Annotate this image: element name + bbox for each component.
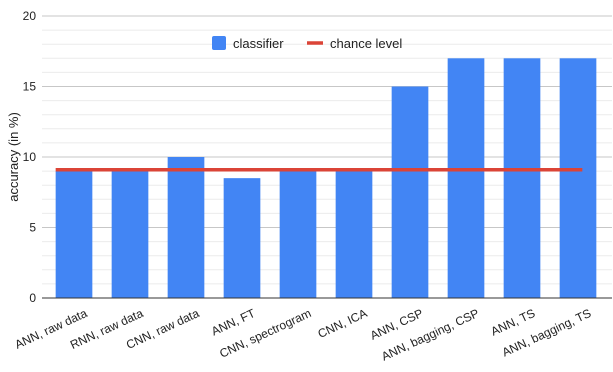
- bar: [279, 171, 317, 298]
- y-tick-label: 10: [23, 150, 37, 164]
- bar: [111, 171, 149, 298]
- bar: [503, 58, 541, 298]
- y-tick-labels: 0 5 10 15 20: [23, 9, 37, 305]
- legend-label-chance-level: chance level: [330, 36, 402, 51]
- x-tick-label: ANN, bagging, CSP: [379, 306, 481, 364]
- bar: [167, 157, 205, 298]
- legend-swatch-classifier: [212, 36, 226, 50]
- y-tick-label: 15: [23, 80, 37, 94]
- bar: [447, 58, 485, 298]
- bar: [55, 171, 93, 298]
- y-tick-label: 20: [23, 9, 37, 23]
- legend-label-classifier: classifier: [233, 36, 284, 51]
- bar: [391, 86, 429, 298]
- y-axis-title: accuracy (in %): [6, 112, 21, 202]
- y-tick-label: 0: [29, 291, 36, 305]
- bar: [335, 171, 373, 298]
- x-tick-label: CNN, ICA: [316, 306, 370, 341]
- bars: [55, 58, 597, 298]
- y-tick-label: 5: [29, 221, 36, 235]
- bar: [559, 58, 597, 298]
- bar: [223, 178, 261, 298]
- legend: classifier chance level: [212, 36, 402, 51]
